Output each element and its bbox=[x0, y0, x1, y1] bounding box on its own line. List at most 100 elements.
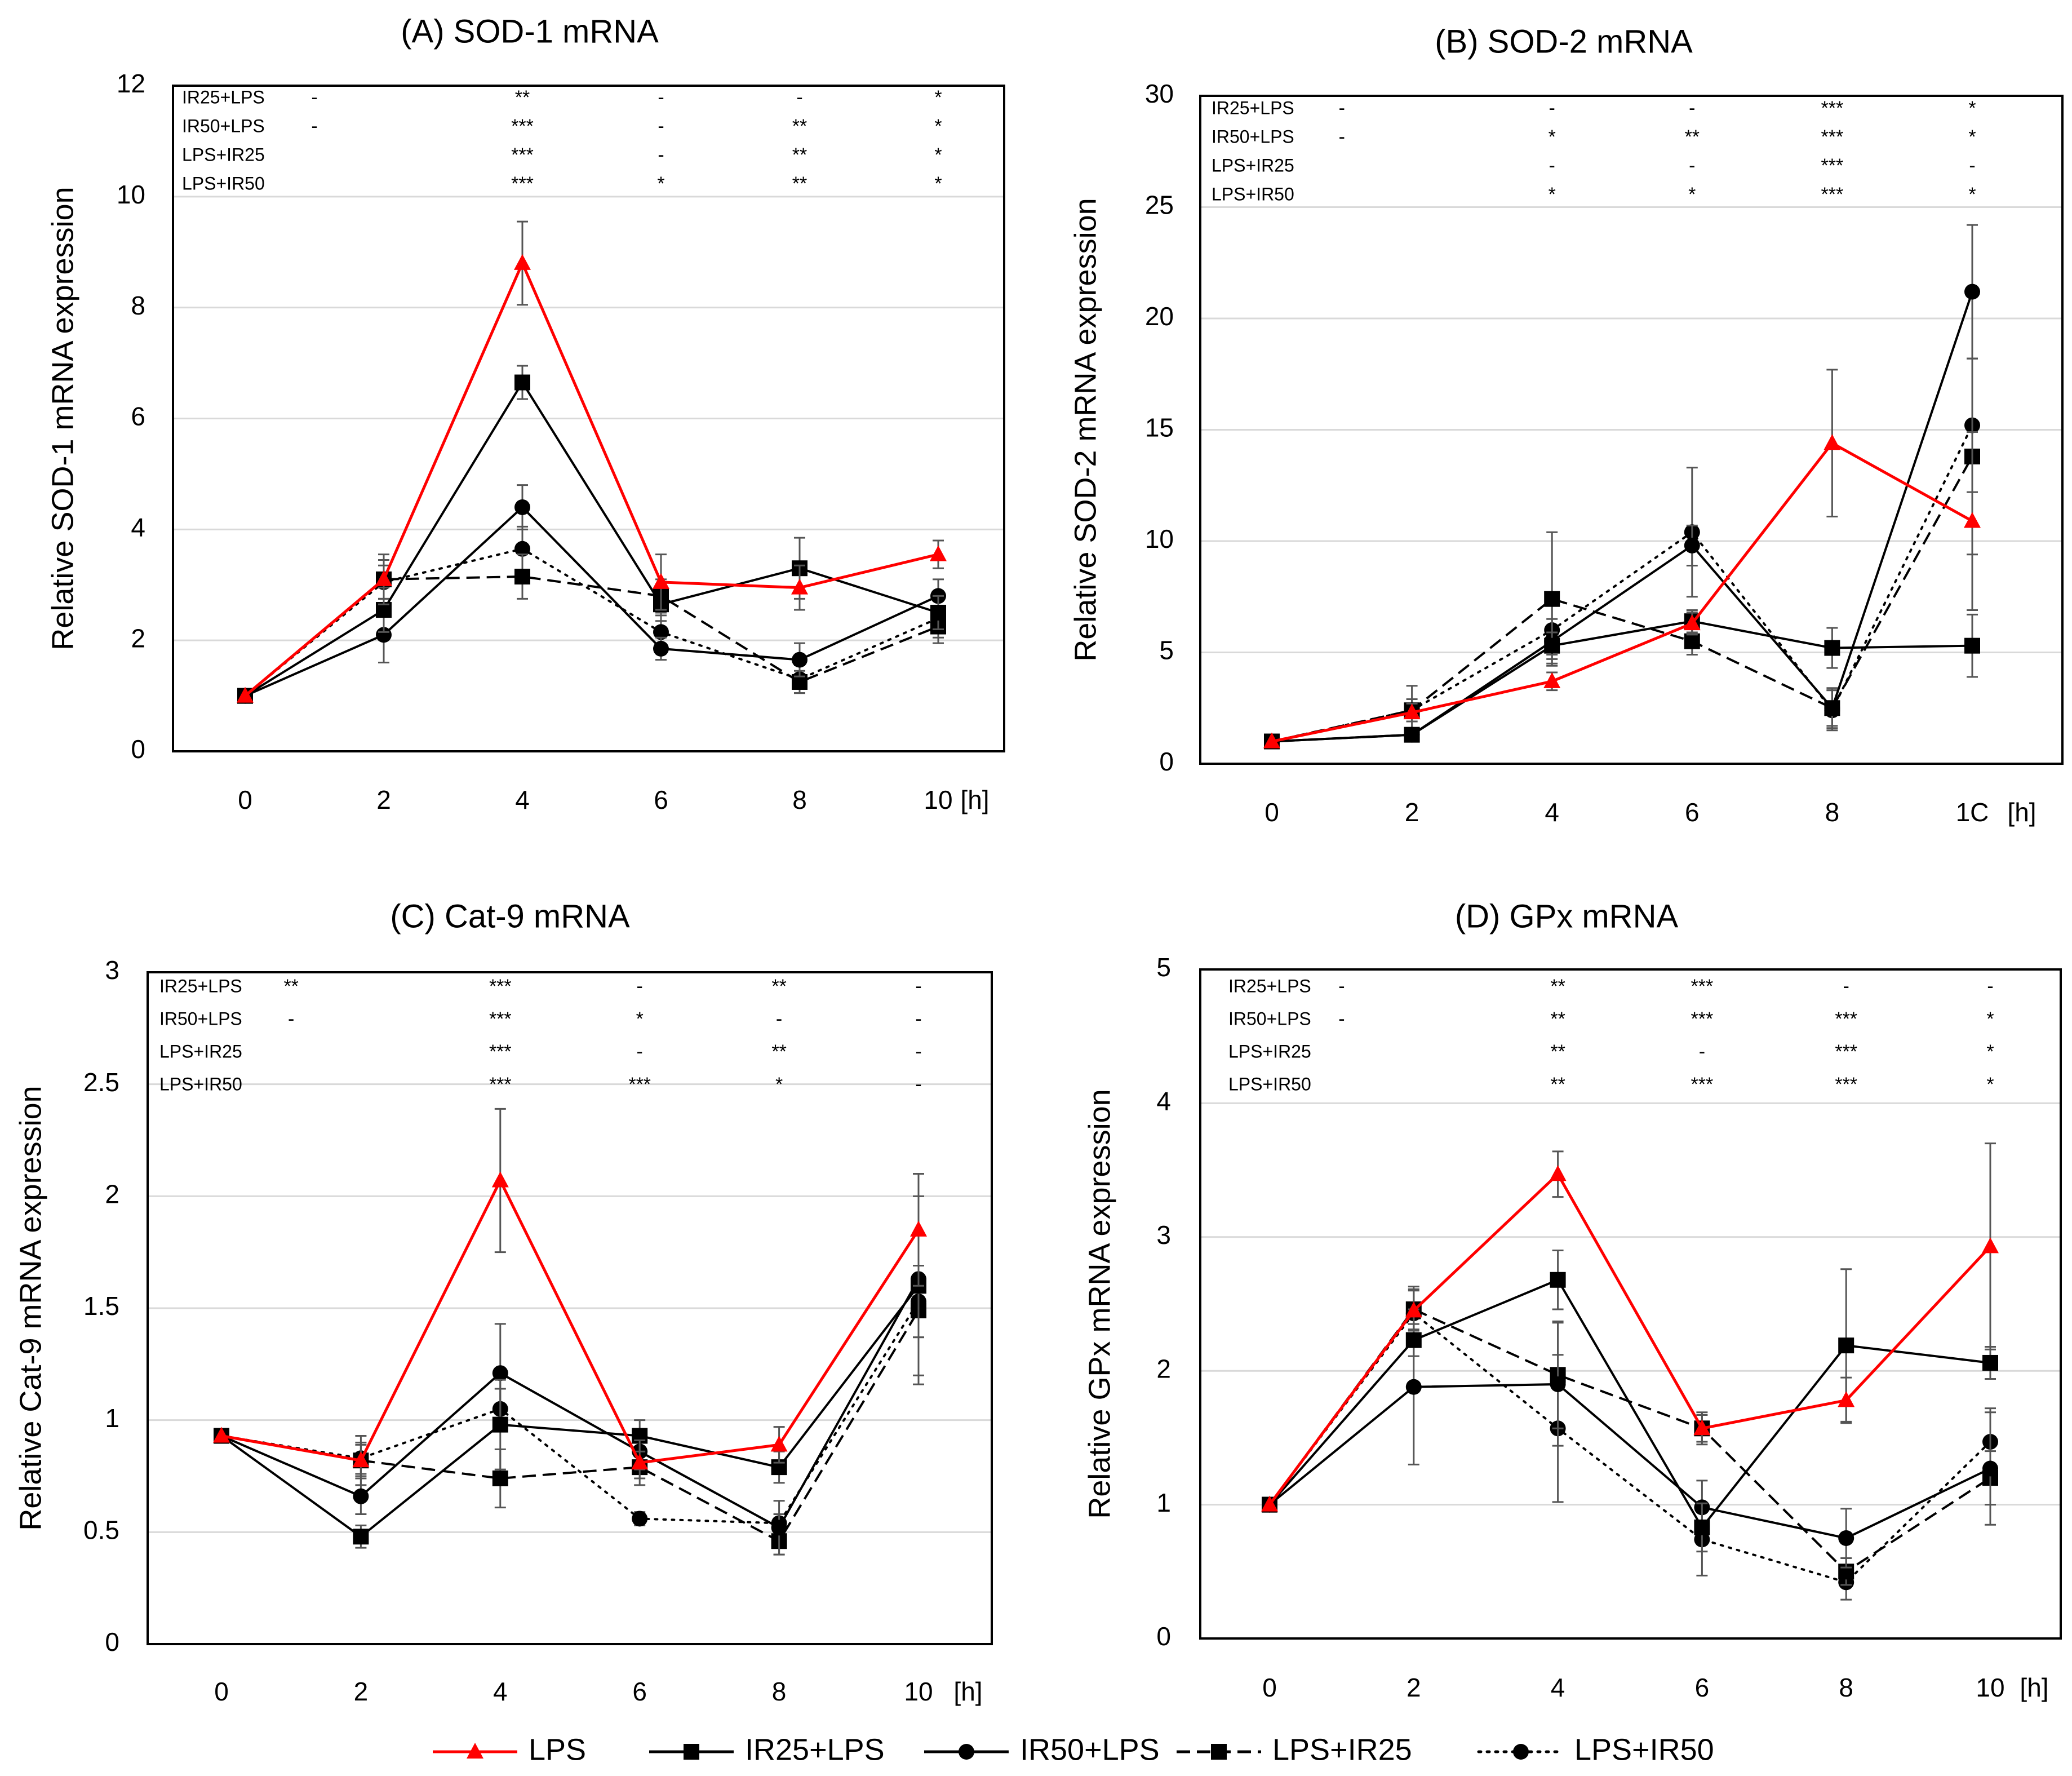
data-point bbox=[1263, 732, 1280, 749]
significance-mark: * bbox=[1968, 98, 1976, 119]
legend-item-ir50-lps: IR50+LPS bbox=[924, 1733, 1160, 1766]
significance-mark: * bbox=[1968, 184, 1976, 205]
significance-mark: *** bbox=[511, 173, 534, 194]
chart-title: (D) GPx mRNA bbox=[1455, 898, 1679, 934]
data-point bbox=[514, 541, 530, 557]
data-point bbox=[1403, 703, 1421, 720]
series-line bbox=[244, 575, 939, 697]
y-tick-label: 1 bbox=[105, 1403, 119, 1433]
series-line bbox=[1268, 1312, 1991, 1584]
y-tick-label: 4 bbox=[131, 512, 145, 542]
significance-mark: * bbox=[1549, 126, 1556, 148]
significance-mark: * bbox=[657, 173, 664, 194]
chart-title: (C) Cat-9 mRNA bbox=[390, 898, 630, 934]
y-tick-label: 6 bbox=[131, 402, 145, 431]
significance-mark: ** bbox=[1685, 126, 1700, 148]
x-tick-label: 8 bbox=[1825, 798, 1840, 827]
y-tick-label: 2 bbox=[1156, 1354, 1171, 1383]
significance-row-label: IR25+LPS bbox=[182, 87, 265, 107]
significance-mark: *** bbox=[489, 976, 512, 997]
y-tick-label: 1 bbox=[1156, 1488, 1171, 1517]
significance-mark: ** bbox=[792, 144, 807, 166]
significance-mark: * bbox=[1688, 184, 1696, 205]
data-point bbox=[771, 1520, 787, 1536]
x-unit-label: [h] bbox=[953, 1677, 982, 1706]
y-tick-label: 0.5 bbox=[83, 1515, 119, 1544]
significance-mark: ** bbox=[1550, 1008, 1565, 1030]
data-point bbox=[514, 374, 530, 391]
x-unit-label: [h] bbox=[960, 785, 989, 814]
data-point bbox=[653, 624, 669, 640]
legend-marker bbox=[1211, 1744, 1227, 1760]
x-tick-label: 10 bbox=[924, 785, 952, 814]
legend-label: LPS+IR50 bbox=[1574, 1733, 1714, 1766]
series-line bbox=[1268, 1383, 1991, 1540]
significance-mark: *** bbox=[489, 1041, 512, 1062]
series-line bbox=[220, 1300, 920, 1525]
data-point bbox=[653, 640, 669, 657]
series-line bbox=[244, 380, 939, 697]
significance-mark: *** bbox=[1821, 98, 1844, 119]
significance-mark: - bbox=[915, 1041, 921, 1062]
significance-mark: *** bbox=[1821, 184, 1844, 205]
data-point bbox=[213, 1427, 230, 1443]
series-line bbox=[245, 506, 939, 697]
series-line bbox=[1271, 424, 1973, 743]
y-tick-label: 15 bbox=[1145, 413, 1174, 442]
plot-frame bbox=[147, 971, 993, 1645]
series-lps bbox=[1261, 1142, 1999, 1512]
data-point bbox=[1824, 640, 1840, 656]
significance-mark: - bbox=[1969, 155, 1975, 176]
legend-marker bbox=[959, 1744, 974, 1760]
legend: LPS IR25+LPS IR50+LPS LPS+IR25 LPS+IR50 bbox=[433, 1733, 1714, 1766]
significance-mark: - bbox=[1339, 98, 1345, 119]
significance-mark: ** bbox=[771, 976, 786, 997]
data-point bbox=[1405, 1301, 1422, 1318]
significance-mark: *** bbox=[489, 1008, 512, 1030]
significance-mark: - bbox=[1549, 155, 1555, 176]
data-point bbox=[1544, 637, 1560, 654]
legend-label: LPS+IR25 bbox=[1272, 1733, 1412, 1766]
x-tick-label: 2 bbox=[376, 785, 391, 814]
significance-mark: - bbox=[658, 116, 664, 137]
legend-marker bbox=[684, 1744, 699, 1760]
significance-row-label: LPS+IR50 bbox=[1212, 184, 1294, 204]
data-point bbox=[1543, 672, 1561, 688]
significance-mark: *** bbox=[1835, 1074, 1857, 1095]
y-axis-label: Relative SOD-2 mRNA expression bbox=[1068, 198, 1102, 661]
significance-mark: - bbox=[1339, 126, 1345, 148]
data-point bbox=[1683, 614, 1701, 631]
significance-mark: ** bbox=[1550, 976, 1565, 997]
y-tick-label: 10 bbox=[1145, 524, 1174, 553]
series-lps-ir50 bbox=[1262, 1286, 1998, 1601]
series-line bbox=[221, 1278, 920, 1530]
y-tick-label: 0 bbox=[131, 734, 145, 764]
data-point bbox=[910, 1220, 927, 1237]
series-line bbox=[1268, 1172, 1991, 1506]
significance-mark: ** bbox=[792, 116, 807, 137]
series-line bbox=[1271, 455, 1973, 743]
significance-mark: * bbox=[934, 116, 942, 137]
data-point bbox=[770, 1436, 788, 1452]
legend-label: LPS bbox=[529, 1733, 586, 1766]
data-point bbox=[492, 1470, 508, 1486]
significance-mark: - bbox=[1843, 976, 1849, 997]
x-tick-label: 1C bbox=[1956, 798, 1989, 827]
significance-row-label: IR50+LPS bbox=[159, 1008, 242, 1029]
x-tick-label: 4 bbox=[1551, 1673, 1565, 1702]
legend-label: IR50+LPS bbox=[1020, 1733, 1160, 1766]
significance-mark: - bbox=[1987, 976, 1993, 997]
x-tick-label: 10 bbox=[1976, 1673, 2004, 1702]
series-lps-ir50 bbox=[1264, 357, 1980, 750]
data-point bbox=[1693, 1419, 1711, 1436]
data-point bbox=[237, 687, 254, 703]
significance-mark: ** bbox=[771, 1041, 786, 1062]
legend-label: IR25+LPS bbox=[745, 1733, 885, 1766]
data-point bbox=[930, 604, 946, 621]
significance-mark: *** bbox=[628, 1074, 651, 1095]
data-point bbox=[1694, 1519, 1710, 1535]
data-point bbox=[514, 568, 530, 584]
significance-mark: * bbox=[1549, 184, 1556, 205]
data-point bbox=[791, 578, 808, 595]
data-point bbox=[492, 1365, 508, 1381]
